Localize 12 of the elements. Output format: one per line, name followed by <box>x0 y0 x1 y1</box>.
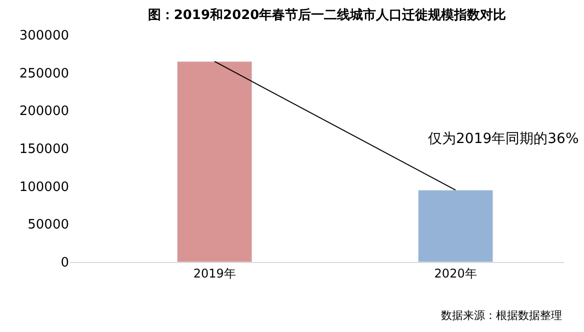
chart-title: 图：2019和2020年春节后一二线城市人口迁徙规模指数对比 <box>148 7 506 24</box>
annotation: 仅为2019年同期的36% <box>428 131 579 147</box>
x-tick-label: 2019年 <box>193 266 236 280</box>
y-tick-label: 0 <box>60 256 69 271</box>
y-tick-label: 100000 <box>19 180 69 195</box>
y-tick-label: 250000 <box>19 66 69 82</box>
y-tick-label: 50000 <box>28 218 69 233</box>
x-tick-label: 2020年 <box>434 266 477 280</box>
source-note: 数据来源：根据数据整理 <box>441 309 562 322</box>
y-tick-label: 200000 <box>19 104 69 120</box>
y-tick-label: 300000 <box>19 28 69 44</box>
y-tick-label: 150000 <box>19 142 69 158</box>
